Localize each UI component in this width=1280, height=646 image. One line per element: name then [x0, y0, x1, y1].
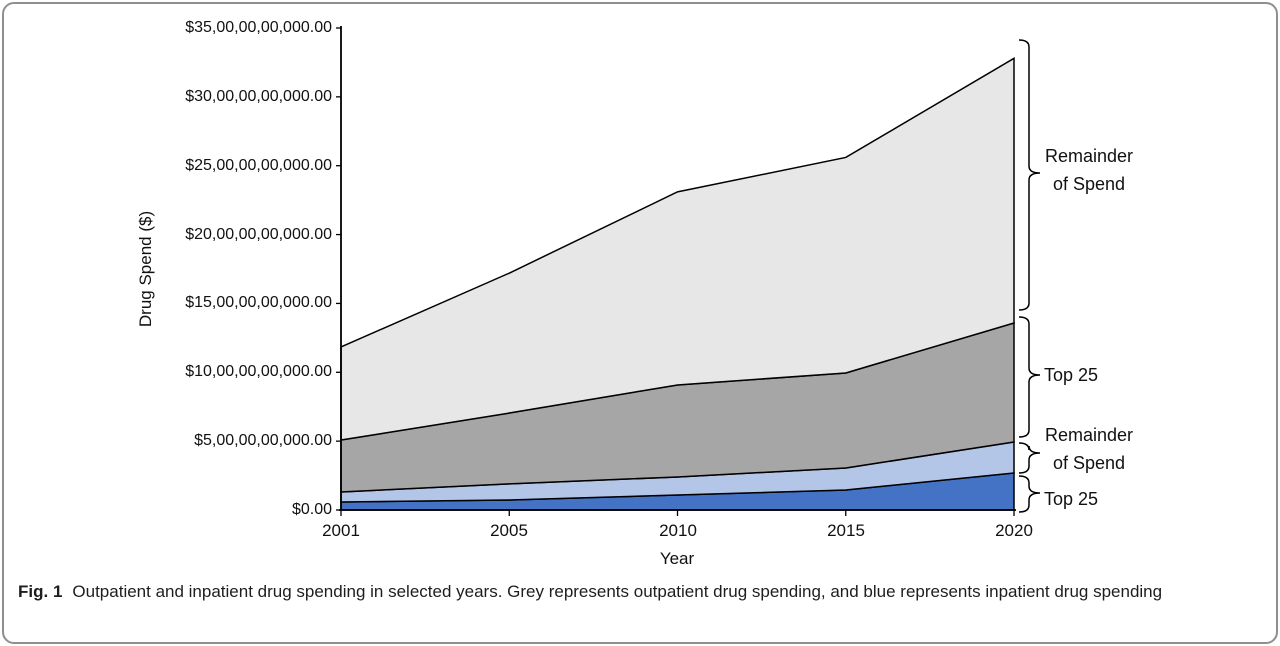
- x-axis-tick-label: 2015: [827, 521, 865, 540]
- figure-caption-text: Outpatient and inpatient drug spending i…: [72, 582, 1163, 601]
- figure-caption-label: Fig. 1: [18, 582, 63, 601]
- annotation-top25-inpatient: Top 25: [1044, 485, 1098, 513]
- annotation-line: of Spend: [1052, 453, 1126, 473]
- brace-remainder-inpatient: [1018, 442, 1041, 474]
- brace-top25-outpatient: [1018, 316, 1041, 438]
- y-axis-tick-label: $25,00,00,00,000.00: [185, 157, 332, 174]
- annotation-line: Remainder: [1044, 425, 1134, 445]
- x-axis-title: Year: [659, 549, 695, 568]
- y-axis-tick-label: $30,00,00,00,000.00: [185, 88, 332, 105]
- x-axis-tick-label: 2010: [659, 521, 697, 540]
- y-axis-tick-label: $35,00,00,00,000.00: [185, 19, 332, 36]
- area-remainder-outpatient: [340, 56, 1015, 441]
- annotation-line: Top 25: [1044, 365, 1099, 385]
- x-axis-tick-label: 2005: [490, 521, 528, 540]
- annotation-remainder-inpatient: Remainder of Spend: [1036, 421, 1142, 477]
- y-axis-tick-label: $5,00,00,00,000.00: [194, 432, 332, 449]
- y-axis-tick-label: $10,00,00,00,000.00: [185, 363, 332, 380]
- y-axis-title: Drug Spend ($): [136, 210, 155, 328]
- x-axis-tick-label: 2020: [995, 521, 1033, 540]
- annotation-top25-outpatient: Top 25: [1044, 361, 1098, 389]
- y-axis-tick-label: $15,00,00,00,000.00: [185, 294, 332, 311]
- annotation-line: Remainder: [1044, 146, 1134, 166]
- figure-caption: Fig. 1 Outpatient and inpatient drug spen…: [18, 580, 1230, 603]
- brace-remainder-outpatient: [1018, 39, 1041, 311]
- annotation-line: of Spend: [1052, 174, 1126, 194]
- annotation-line: Top 25: [1044, 489, 1099, 509]
- x-axis-tick-label: 2001: [322, 521, 360, 540]
- y-axis-tick-label: $0.00: [291, 501, 332, 518]
- y-axis-tick-label: $20,00,00,00,000.00: [185, 226, 332, 243]
- brace-top25-inpatient: [1018, 475, 1041, 513]
- annotation-remainder-outpatient: Remainder of Spend: [1036, 142, 1142, 198]
